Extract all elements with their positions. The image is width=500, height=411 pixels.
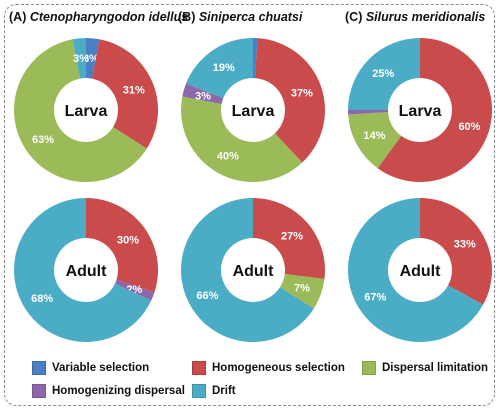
donut-slice-homogeneous-selection (420, 198, 492, 305)
donut-slice-homogeneous-selection (91, 39, 159, 149)
donut-slice-drift (186, 38, 253, 99)
donut-slice-drift (348, 38, 420, 110)
legend-label-homogeneous-selection: Homogeneous selection (212, 362, 345, 374)
donut-slice-homogeneous-selection (255, 38, 325, 163)
legend-swatch-dispersal-limitation (362, 361, 376, 375)
slice-percent-label: 14% (363, 130, 385, 142)
donut-chart: 27% 7% 66% Adult (180, 198, 325, 342)
legend-label-drift: Drift (212, 385, 236, 397)
panel-title-a: (A) Ctenopharyngodon idellus (9, 10, 188, 24)
donut-slice-dispersal-limitation (181, 96, 303, 182)
slice-percent-label: 3% (195, 90, 211, 102)
legend-swatch-variable-selection (32, 361, 46, 375)
legend-label-variable-selection: Variable selection (52, 362, 150, 374)
panel-title-b: (B) Siniperca chuatsi (178, 10, 303, 24)
donut-center-label: Adult (400, 263, 442, 280)
slice-percent-label: 30% (117, 234, 139, 246)
slice-percent-label: 40% (217, 151, 239, 163)
panel-letter-c: (C) (345, 10, 362, 24)
legend-swatch-drift (192, 384, 206, 398)
slice-percent-label: 66% (196, 290, 218, 302)
slice-percent-label: 60% (458, 121, 480, 133)
donut-slice-drift (180, 198, 314, 342)
donut-chart: 37% 40% 3% 19% Larva (181, 38, 325, 182)
donut-chart: 3% 31% 63% 3% Larva (14, 38, 159, 182)
donut-chart: 30%2%68%Adult (14, 198, 158, 342)
panel-letter-a: (A) (9, 10, 26, 24)
legend-item-homogenizing-dispersal: Homogenizing dispersal (32, 384, 185, 398)
panel-title-c: (C) Silurus meridionalis (345, 10, 485, 24)
donut-center-label: Adult (233, 263, 275, 280)
donut-slice-homogenizing-dispersal (182, 83, 224, 105)
donut-slice-homogenizing-dispersal (114, 279, 155, 301)
donut-slice-dispersal-limitation (348, 112, 402, 169)
legend: Variable selection Homogeneous selection… (24, 356, 494, 406)
donut-slice-homogeneous-selection (377, 38, 493, 182)
legend-label-dispersal-limitation: Dispersal limitation (382, 362, 489, 374)
slice-percent-label: 7% (294, 283, 310, 295)
panel-letter-b: (B) (178, 10, 195, 24)
panel-species-c: Silurus meridionalis (366, 10, 486, 24)
legend-label-homogenizing-dispersal: Homogenizing dispersal (52, 385, 185, 397)
legend-item-dispersal-limitation: Dispersal limitation (362, 361, 488, 375)
legend-item-drift: Drift (192, 384, 236, 398)
slice-percent-label: 3% (83, 53, 99, 65)
slice-percent-label: 25% (372, 68, 394, 80)
donut-slice-homogeneous-selection (253, 198, 325, 280)
donut-chart: 60% 14% 25% Larva (348, 38, 493, 182)
slice-percent-label: 63% (32, 134, 54, 146)
slice-percent-label: 67% (364, 291, 386, 303)
donut-slice-variable-selection (253, 38, 258, 79)
dashed-frame (4, 4, 495, 406)
donut-center-label: Adult (66, 263, 108, 280)
donut-slice-drift (14, 198, 152, 342)
donut-slice-dispersal-limitation (14, 39, 147, 182)
slice-percent-label: 19% (213, 62, 235, 74)
slice-percent-label: 27% (281, 231, 303, 243)
panel-species-a: Ctenopharyngodon idellus (30, 10, 188, 24)
legend-swatch-homogeneous-selection (192, 361, 206, 375)
donut-center-label: Larva (65, 103, 108, 120)
slice-percent-label: 33% (454, 239, 476, 251)
legend-item-homogeneous-selection: Homogeneous selection (192, 361, 345, 375)
donut-chart: 33% 67% Adult (348, 198, 492, 343)
donut-slice-homogenizing-dispersal (348, 110, 389, 115)
donut-center-label: Larva (232, 103, 275, 120)
donut-slice-variable-selection (86, 38, 100, 79)
panel-species-b: Siniperca chuatsi (199, 10, 303, 24)
donut-center-label: Larva (399, 103, 442, 120)
slice-percent-label: 3% (73, 53, 89, 65)
donut-slice-drift (72, 38, 86, 79)
slice-percent-label: 68% (31, 293, 53, 305)
slice-percent-label: 31% (123, 84, 145, 96)
donut-slice-drift (348, 198, 484, 343)
donut-slice-homogeneous-selection (86, 198, 158, 293)
donut-slice-dispersal-limitation (280, 274, 325, 309)
legend-swatch-homogenizing-dispersal (32, 384, 46, 398)
legend-item-variable-selection: Variable selection (32, 361, 149, 375)
slice-percent-label: 37% (291, 87, 313, 99)
